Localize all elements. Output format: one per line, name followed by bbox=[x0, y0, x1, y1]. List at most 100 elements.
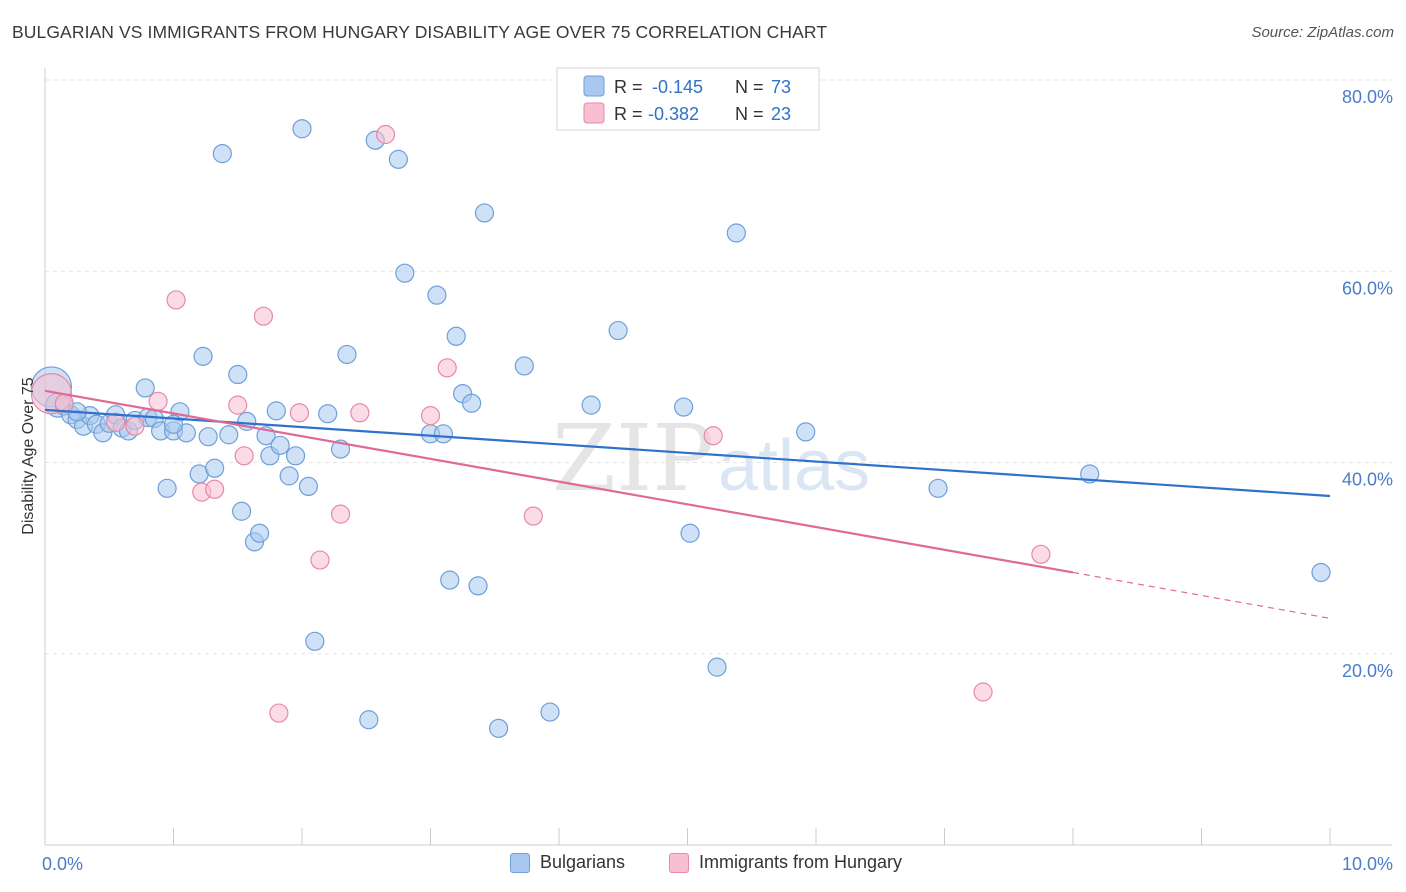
point-hungary-4 bbox=[148, 391, 168, 411]
tick-labels: 20.0% 40.0% 60.0% 80.0% 0.0% 10.0% bbox=[42, 87, 1393, 874]
point-bulgarians-58 bbox=[489, 718, 509, 738]
point-bulgarians-24 bbox=[198, 427, 218, 447]
point-bulgarians-47 bbox=[388, 149, 408, 169]
y-tick-label-3: 80.0% bbox=[1342, 87, 1393, 107]
watermark: ZIP atlas bbox=[552, 405, 870, 512]
point-bulgarians-57 bbox=[474, 203, 495, 223]
point-bulgarians-44 bbox=[337, 344, 357, 365]
y-tick-label-2: 60.0% bbox=[1342, 278, 1393, 298]
trendline-dashed-hungary bbox=[1072, 571, 1331, 619]
point-bulgarians-28 bbox=[228, 364, 248, 385]
point-bulgarians-60 bbox=[540, 702, 560, 722]
watermark-atlas: atlas bbox=[718, 426, 870, 506]
point-bulgarians-68 bbox=[928, 478, 948, 498]
point-hungary-7 bbox=[205, 479, 225, 499]
legend-n-label-2: N = bbox=[735, 104, 764, 124]
legend-swatch-hungary bbox=[583, 102, 605, 124]
point-bulgarians-62 bbox=[608, 320, 628, 341]
x-tick-label-0: 0.0% bbox=[42, 854, 83, 874]
legend-label: Bulgarians bbox=[540, 852, 626, 872]
axes-layer bbox=[44, 68, 1392, 846]
point-bulgarians-25 bbox=[205, 458, 225, 478]
point-hungary-1 bbox=[54, 393, 74, 413]
point-hungary-16 bbox=[420, 406, 441, 426]
point-hungary-14 bbox=[350, 403, 370, 423]
point-bulgarians-51 bbox=[433, 424, 453, 444]
trendline-hungary bbox=[44, 389, 1074, 574]
point-bulgarians-36 bbox=[270, 435, 290, 455]
point-bulgarians-39 bbox=[292, 119, 312, 139]
legend-swatch bbox=[669, 852, 689, 873]
point-bulgarians-64 bbox=[680, 523, 700, 543]
point-bulgarians-14 bbox=[135, 378, 155, 398]
point-hungary-18 bbox=[523, 506, 543, 526]
legend-n-value-1: 73 bbox=[771, 77, 791, 97]
point-bulgarians-18 bbox=[157, 478, 177, 498]
point-hungary-2 bbox=[106, 412, 126, 432]
legend-n-value-2: 23 bbox=[771, 104, 791, 124]
legend-n-label-1: N = bbox=[735, 77, 764, 97]
point-hungary-12 bbox=[310, 550, 330, 570]
point-hungary-10 bbox=[269, 703, 289, 723]
point-hungary-17 bbox=[437, 358, 457, 378]
legend-bottom: Bulgarians Immigrants from Hungary bbox=[0, 852, 1406, 878]
legend-r-label-2: R = bbox=[614, 104, 643, 124]
point-bulgarians-66 bbox=[726, 223, 746, 243]
point-bulgarians-40 bbox=[298, 476, 319, 497]
point-bulgarians-63 bbox=[674, 397, 694, 417]
legend-r-label-1: R = bbox=[614, 77, 643, 97]
chart-title: BULGARIAN VS IMMIGRANTS FROM HUNGARY DIS… bbox=[12, 22, 828, 42]
point-bulgarians-41 bbox=[305, 631, 325, 651]
point-bulgarians-53 bbox=[446, 326, 466, 346]
point-bulgarians-35 bbox=[266, 401, 286, 421]
legend-label: Immigrants from Hungary bbox=[699, 852, 903, 872]
trendline-bulgarians bbox=[44, 408, 1331, 498]
point-bulgarians-29 bbox=[232, 501, 252, 521]
legend-top: R = -0.145 N = 73 R = -0.382 N = 23 bbox=[556, 67, 820, 131]
point-bulgarians-55 bbox=[462, 393, 482, 413]
point-bulgarians-59 bbox=[514, 356, 534, 376]
point-bulgarians-32 bbox=[249, 523, 270, 543]
point-hungary-21 bbox=[1031, 544, 1051, 564]
point-hungary-19 bbox=[703, 426, 723, 446]
point-bulgarians-56 bbox=[468, 576, 488, 596]
point-bulgarians-50 bbox=[427, 285, 447, 305]
trend-layer bbox=[44, 389, 1331, 619]
point-hungary-11 bbox=[289, 403, 310, 423]
point-hungary-22 bbox=[234, 446, 254, 466]
legend-swatch-bulgarians bbox=[583, 75, 605, 97]
y-tick-label-1: 40.0% bbox=[1342, 470, 1393, 490]
point-hungary-8 bbox=[228, 395, 248, 415]
point-bulgarians-42 bbox=[318, 404, 338, 424]
point-bulgarians-61 bbox=[581, 395, 601, 415]
source-label: Source: ZipAtlas.com bbox=[1251, 24, 1394, 41]
legend-r-value-1: -0.145 bbox=[652, 77, 703, 97]
point-bulgarians-37 bbox=[279, 466, 299, 486]
point-bulgarians-38 bbox=[285, 446, 306, 466]
point-hungary-20 bbox=[973, 682, 993, 702]
x-tick-label-1: 10.0% bbox=[1342, 854, 1393, 874]
watermark-zip: ZIP bbox=[552, 405, 714, 512]
point-bulgarians-48 bbox=[395, 263, 415, 283]
point-bulgarians-23 bbox=[193, 346, 213, 366]
point-bulgarians-52 bbox=[440, 570, 460, 590]
point-bulgarians-67 bbox=[796, 422, 816, 442]
point-hungary-9 bbox=[253, 306, 274, 326]
point-hungary-13 bbox=[330, 504, 351, 524]
point-hungary-15 bbox=[375, 124, 396, 145]
y-tick-label-0: 20.0% bbox=[1342, 661, 1393, 681]
point-bulgarians-65 bbox=[707, 657, 727, 677]
grid-layer bbox=[45, 79, 1392, 655]
point-hungary-3 bbox=[125, 416, 145, 436]
legend-item-hungary: Immigrants from Hungary bbox=[669, 852, 902, 873]
y-axis-label: Disability Age Over 75 bbox=[20, 377, 37, 535]
point-bulgarians-45 bbox=[359, 710, 379, 730]
legend-swatch bbox=[510, 852, 530, 873]
point-bulgarians-70 bbox=[1311, 562, 1331, 583]
legend-item-bulgarians: Bulgarians bbox=[510, 852, 625, 873]
point-bulgarians-26 bbox=[212, 144, 232, 164]
point-hungary-5 bbox=[166, 290, 186, 310]
points-layer bbox=[30, 119, 1331, 738]
point-bulgarians-27 bbox=[219, 425, 239, 445]
